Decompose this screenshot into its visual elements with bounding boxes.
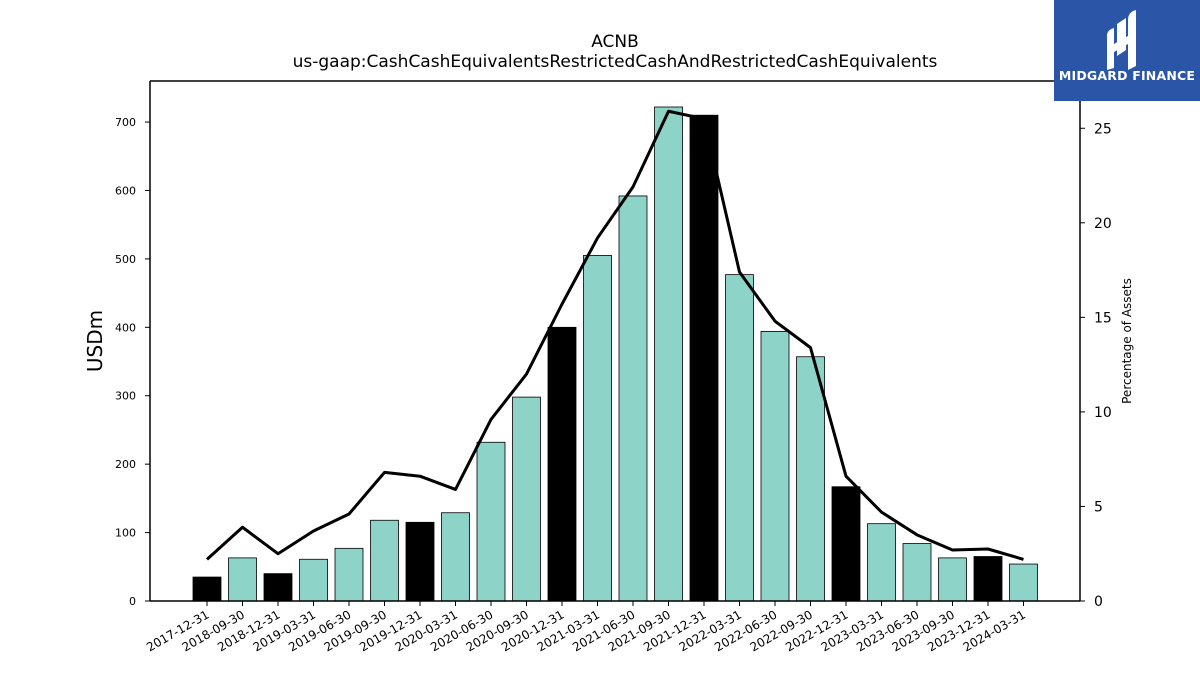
midgard-finance-logo: MIDGARD FINANCE: [1054, 0, 1200, 101]
y2-tick-label: 10: [1094, 405, 1112, 421]
bar-2019-09-30: [370, 519, 399, 602]
bar-2018-12-31: [263, 573, 293, 602]
logo-mark-icon: [1106, 10, 1136, 70]
bar-2019-12-31: [405, 521, 435, 602]
chart-subtitle: us-gaap:CashCashEquivalentsRestrictedCas…: [292, 52, 938, 72]
bar-2022-12-31: [831, 486, 861, 602]
bar-2022-06-30: [760, 331, 790, 602]
chart-title: ACNB: [591, 32, 639, 52]
bar-2020-12-31: [547, 326, 577, 602]
y2-tick-label: 25: [1094, 121, 1112, 137]
bar-2020-03-31: [441, 512, 470, 602]
y-tick-label: 700: [115, 116, 136, 129]
bar-2018-09-30: [228, 557, 257, 602]
y-tick-label: 600: [115, 184, 136, 197]
bar-2021-09-30: [654, 106, 683, 602]
bar-2017-12-31: [192, 576, 222, 602]
bar-2019-03-31: [299, 558, 328, 602]
bar-2021-06-30: [618, 195, 648, 602]
y2-tick-label: 0: [1094, 594, 1103, 610]
bar-2019-06-30: [334, 547, 364, 602]
logo-text: MIDGARD FINANCE: [1058, 68, 1196, 83]
y2-tick-label: 20: [1094, 216, 1112, 232]
bar-2022-09-30: [796, 356, 825, 602]
bar-2024-03-31: [1009, 563, 1038, 602]
y2-axis-label: Percentage of Assets: [1120, 278, 1134, 404]
bar-2021-12-31: [689, 114, 719, 602]
bar-2021-03-31: [583, 255, 612, 602]
y-tick-label: 200: [115, 458, 136, 471]
bar-2020-06-30: [476, 441, 506, 602]
percentage-of-assets-line: [205, 109, 1024, 561]
y-tick-label: 400: [115, 321, 136, 334]
bar-2023-03-31: [867, 523, 896, 602]
y-tick-label: 0: [129, 595, 136, 608]
y-tick-label: 300: [115, 390, 136, 403]
y-tick-label: 500: [115, 253, 136, 266]
y2-tick-label: 15: [1094, 310, 1112, 326]
y-axis-label: USDm: [83, 310, 107, 372]
y-tick-label: 100: [115, 527, 136, 540]
y2-tick-label: 5: [1094, 499, 1103, 515]
bar-2020-09-30: [512, 396, 541, 602]
bar-2023-09-30: [938, 557, 967, 602]
bar-2022-03-31: [725, 274, 754, 602]
bar-2023-06-30: [902, 543, 932, 602]
bar-2023-12-31: [973, 556, 1003, 602]
